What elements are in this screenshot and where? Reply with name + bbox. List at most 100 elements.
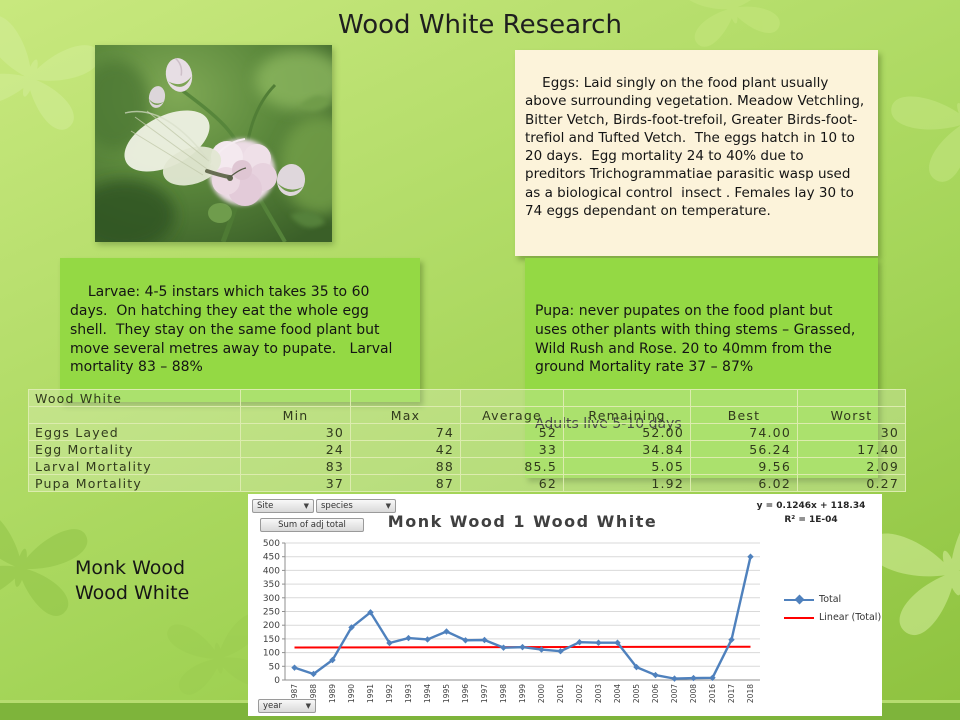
table-cell: 30 xyxy=(240,423,351,441)
table-cell: 34.84 xyxy=(563,440,691,458)
table-cell: 1.92 xyxy=(563,474,691,492)
table-cell: 87 xyxy=(350,474,461,492)
larvae-info-box: Larvae: 4-5 instars which takes 35 to 60… xyxy=(60,258,420,403)
table-cell xyxy=(797,389,906,407)
svg-text:250: 250 xyxy=(263,608,280,618)
svg-text:300: 300 xyxy=(263,594,280,604)
svg-text:1997: 1997 xyxy=(480,684,489,703)
table-cell: Larval Mortality xyxy=(28,457,241,475)
equation-text: y = 0.1246x + 118.34 xyxy=(756,501,866,511)
table-cell: Remaining xyxy=(563,406,691,424)
svg-text:1989: 1989 xyxy=(328,684,337,703)
svg-text:1991: 1991 xyxy=(366,684,375,703)
svg-text:1998: 1998 xyxy=(499,684,508,703)
svg-text:1993: 1993 xyxy=(404,684,413,703)
svg-text:1994: 1994 xyxy=(423,684,432,703)
svg-text:200: 200 xyxy=(263,621,280,631)
svg-text:2007: 2007 xyxy=(670,684,679,703)
pivot-axis-year-button[interactable]: year ▼ xyxy=(258,699,316,713)
svg-text:100: 100 xyxy=(263,649,280,659)
svg-text:350: 350 xyxy=(263,580,280,590)
chart-title: Monk Wood 1 Wood White xyxy=(387,512,658,531)
table-cell: Average xyxy=(460,406,564,424)
y-axis-labels: 0 50 100 150 200 250 300 350 400 450 500 xyxy=(263,539,280,686)
total-series-line xyxy=(294,556,752,680)
svg-text:2000: 2000 xyxy=(537,684,546,703)
svg-text:2003: 2003 xyxy=(594,684,603,703)
table-cell xyxy=(690,389,798,407)
svg-text:1996: 1996 xyxy=(461,684,470,703)
svg-text:1992: 1992 xyxy=(385,684,394,703)
site-species-label: Monk Wood Wood White xyxy=(75,556,189,606)
x-axis-labels: 1987 1988 1989 1990 1991 1992 1993 1994 1995 1996… xyxy=(290,684,755,703)
svg-text:150: 150 xyxy=(263,635,280,645)
svg-text:1999: 1999 xyxy=(518,684,527,703)
table-row: Pupa Mortality 37 87 62 1.92 6.02 0.27 xyxy=(28,474,906,492)
page-title: Wood White Research xyxy=(338,10,622,40)
svg-text:1987: 1987 xyxy=(290,684,299,703)
eggs-info-text: Eggs: Laid singly on the food plant usua… xyxy=(525,75,869,219)
dropdown-caret-icon: ▼ xyxy=(303,502,309,510)
table-cell xyxy=(350,389,461,407)
table-cell: Eggs Layed xyxy=(28,423,241,441)
wood-white-butterfly xyxy=(124,110,247,186)
svg-text:2016: 2016 xyxy=(708,684,717,703)
svg-text:400: 400 xyxy=(263,566,280,576)
table-cell: 24 xyxy=(240,440,351,458)
table-cell: Pupa Mortality xyxy=(28,474,241,492)
table-cell xyxy=(28,406,241,424)
svg-text:1988: 1988 xyxy=(309,684,318,703)
site-name: Monk Wood xyxy=(75,557,186,579)
table-cell: Min xyxy=(240,406,351,424)
chart-legend: Total Linear (Total) xyxy=(784,594,881,623)
table-cell: 74.00 xyxy=(690,423,798,441)
pivot-value-button[interactable]: Sum of adj total xyxy=(260,518,364,532)
dropdown-caret-icon: ▼ xyxy=(385,502,391,510)
legend-label: Total xyxy=(819,594,842,605)
pupa-info-text: Pupa: never pupates on the food plant bu… xyxy=(535,302,860,376)
table-cell: 0.27 xyxy=(797,474,906,492)
table-row: Eggs Layed 30 74 52 52.00 74.00 30 xyxy=(28,423,906,441)
legend-label: Linear (Total) xyxy=(819,612,882,623)
wood-white-stats-table: Wood White Min Max Average Remaining Best Wors… xyxy=(28,389,906,492)
pivot-filter-site-label: Site xyxy=(257,501,274,511)
table-cell: 42 xyxy=(350,440,461,458)
svg-text:0: 0 xyxy=(274,676,280,686)
table-cell: 52.00 xyxy=(563,423,691,441)
svg-text:1995: 1995 xyxy=(442,684,451,703)
butterfly-watermark xyxy=(886,45,960,190)
legend-entry: Linear (Total) xyxy=(784,612,881,623)
table-cell: 30 xyxy=(797,423,906,441)
larvae-info-text: Larvae: 4-5 instars which takes 35 to 60… xyxy=(70,283,397,376)
pivot-chart-panel: 0 50 100 150 200 250 300 350 400 450 500 1987 1988 19… xyxy=(248,494,882,716)
r-squared-text: R² = 1E-04 xyxy=(784,514,838,525)
svg-text:1990: 1990 xyxy=(347,684,356,703)
table-cell: 88 xyxy=(350,457,461,475)
pivot-axis-year-label: year xyxy=(263,701,282,711)
table-cell: 74 xyxy=(350,423,461,441)
table-row: Egg Mortality 24 42 33 34.84 56.24 17.40 xyxy=(28,440,906,458)
pivot-filter-species-button[interactable]: species ▼ xyxy=(316,499,396,513)
table-cell: 85.5 xyxy=(460,457,564,475)
svg-text:2004: 2004 xyxy=(613,684,622,703)
butterfly-photo-image xyxy=(95,45,332,242)
eggs-info-box: Eggs: Laid singly on the food plant usua… xyxy=(515,50,878,256)
pivot-filter-species-label: species xyxy=(321,501,353,511)
table-cell: 37 xyxy=(240,474,351,492)
svg-text:500: 500 xyxy=(263,539,280,549)
table-cell: 83 xyxy=(240,457,351,475)
table-cell: Max xyxy=(350,406,461,424)
svg-text:2001: 2001 xyxy=(556,684,565,703)
table-cell: 6.02 xyxy=(690,474,798,492)
legend-swatch xyxy=(784,594,814,605)
table-cell: Best xyxy=(690,406,798,424)
svg-text:50: 50 xyxy=(269,662,281,672)
legend-entry: Total xyxy=(784,594,881,605)
table-cell: 2.09 xyxy=(797,457,906,475)
table-row: Larval Mortality 83 88 85.5 5.05 9.56 2.09 xyxy=(28,457,906,475)
svg-text:2002: 2002 xyxy=(575,684,584,703)
table-row: Wood White xyxy=(28,389,906,407)
pivot-filter-site-button[interactable]: Site ▼ xyxy=(252,499,314,513)
pivot-value-label: Sum of adj total xyxy=(278,520,346,530)
